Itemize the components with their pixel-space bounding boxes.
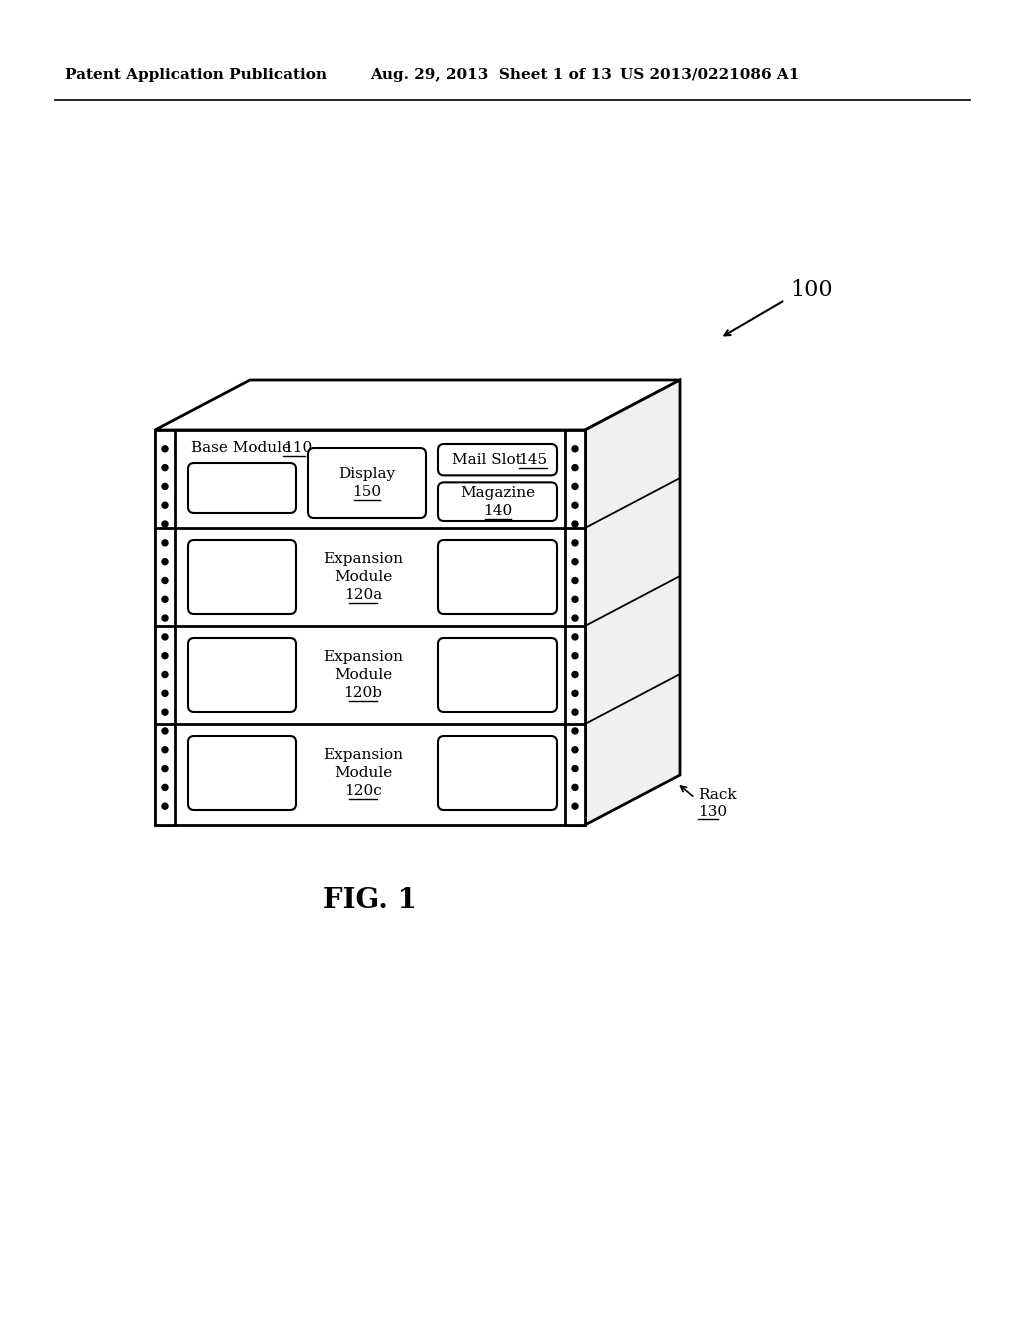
Circle shape [162, 465, 168, 471]
Text: Base Module: Base Module [191, 441, 296, 455]
Circle shape [572, 446, 578, 451]
FancyBboxPatch shape [438, 540, 557, 614]
Circle shape [162, 652, 168, 659]
Text: 140: 140 [483, 504, 512, 517]
Text: Expansion: Expansion [323, 649, 403, 664]
Text: Aug. 29, 2013  Sheet 1 of 13: Aug. 29, 2013 Sheet 1 of 13 [370, 69, 612, 82]
Circle shape [572, 558, 578, 565]
Circle shape [572, 672, 578, 677]
Circle shape [162, 540, 168, 546]
Text: Display: Display [339, 467, 395, 480]
Polygon shape [155, 380, 680, 430]
Text: 100: 100 [790, 279, 833, 301]
Circle shape [162, 727, 168, 734]
Circle shape [572, 709, 578, 715]
Text: 145: 145 [518, 453, 547, 467]
Circle shape [572, 502, 578, 508]
Text: FIG. 1: FIG. 1 [323, 887, 417, 913]
Circle shape [162, 766, 168, 772]
Text: 120c: 120c [344, 784, 382, 799]
Text: 110: 110 [283, 441, 312, 455]
FancyBboxPatch shape [188, 463, 296, 513]
FancyBboxPatch shape [438, 482, 557, 521]
Circle shape [572, 577, 578, 583]
Circle shape [572, 727, 578, 734]
Circle shape [162, 709, 168, 715]
Circle shape [162, 577, 168, 583]
Bar [565, 430, 585, 825]
Circle shape [162, 690, 168, 697]
Circle shape [162, 784, 168, 791]
Circle shape [572, 747, 578, 752]
Text: 130: 130 [698, 805, 727, 818]
Circle shape [572, 690, 578, 697]
Circle shape [162, 615, 168, 622]
Text: Magazine: Magazine [460, 486, 536, 500]
Text: Expansion: Expansion [323, 748, 403, 762]
Circle shape [572, 521, 578, 527]
Circle shape [162, 502, 168, 508]
FancyBboxPatch shape [188, 638, 296, 711]
Text: Module: Module [334, 570, 392, 583]
Circle shape [162, 597, 168, 602]
Circle shape [572, 766, 578, 772]
FancyBboxPatch shape [188, 737, 296, 810]
Text: Rack: Rack [698, 788, 736, 803]
Text: Expansion: Expansion [323, 552, 403, 566]
Circle shape [572, 615, 578, 622]
FancyBboxPatch shape [188, 540, 296, 614]
FancyBboxPatch shape [438, 737, 557, 810]
Circle shape [572, 465, 578, 471]
Circle shape [162, 747, 168, 752]
Circle shape [162, 558, 168, 565]
FancyBboxPatch shape [438, 444, 557, 475]
Bar [155, 430, 175, 825]
Circle shape [162, 803, 168, 809]
FancyBboxPatch shape [438, 638, 557, 711]
Text: Module: Module [334, 668, 392, 682]
Circle shape [572, 652, 578, 659]
FancyBboxPatch shape [308, 447, 426, 517]
Circle shape [572, 597, 578, 602]
Text: Patent Application Publication: Patent Application Publication [65, 69, 327, 82]
Text: 150: 150 [352, 484, 382, 499]
Text: 120b: 120b [343, 686, 383, 700]
Circle shape [572, 483, 578, 490]
Circle shape [162, 446, 168, 451]
Circle shape [572, 803, 578, 809]
Circle shape [572, 634, 578, 640]
Text: 120a: 120a [344, 587, 382, 602]
Polygon shape [585, 380, 680, 825]
Text: Mail Slot: Mail Slot [453, 453, 526, 467]
Bar [155, 430, 585, 825]
Circle shape [162, 634, 168, 640]
Circle shape [162, 672, 168, 677]
Circle shape [572, 540, 578, 546]
Circle shape [162, 483, 168, 490]
Text: US 2013/0221086 A1: US 2013/0221086 A1 [620, 69, 800, 82]
Circle shape [572, 784, 578, 791]
Circle shape [162, 521, 168, 527]
Text: Module: Module [334, 766, 392, 780]
